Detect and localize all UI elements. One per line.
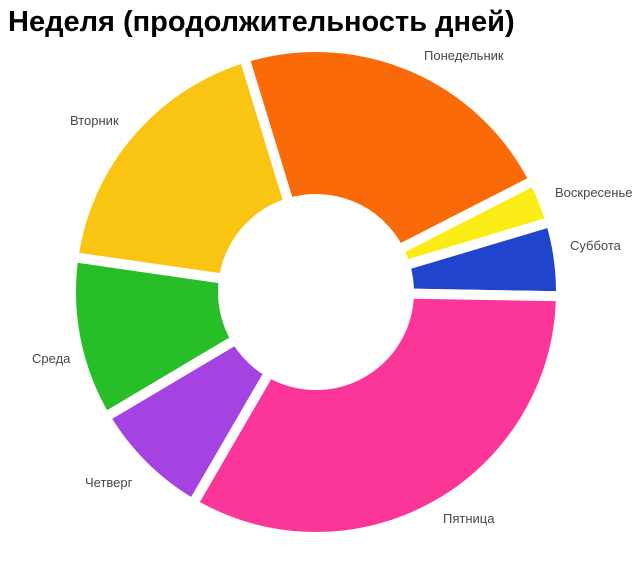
- pie-slice-0: [238, 42, 541, 257]
- slice-label-0: Понедельник: [424, 48, 504, 63]
- slice-label-2: Суббота: [570, 238, 621, 253]
- slice-label-1: Воскресенье: [555, 185, 633, 200]
- slice-label-3: Пятница: [443, 511, 495, 526]
- chart-title: Неделя (продолжительность дней): [8, 6, 515, 38]
- pie-slice-5: [66, 251, 243, 424]
- slice-label-4: Четверг: [85, 475, 133, 490]
- pie-slice-6: [67, 51, 296, 285]
- slice-label-6: Вторник: [70, 113, 119, 128]
- slice-label-5: Среда: [32, 351, 71, 366]
- pie-slice-3: [186, 288, 567, 542]
